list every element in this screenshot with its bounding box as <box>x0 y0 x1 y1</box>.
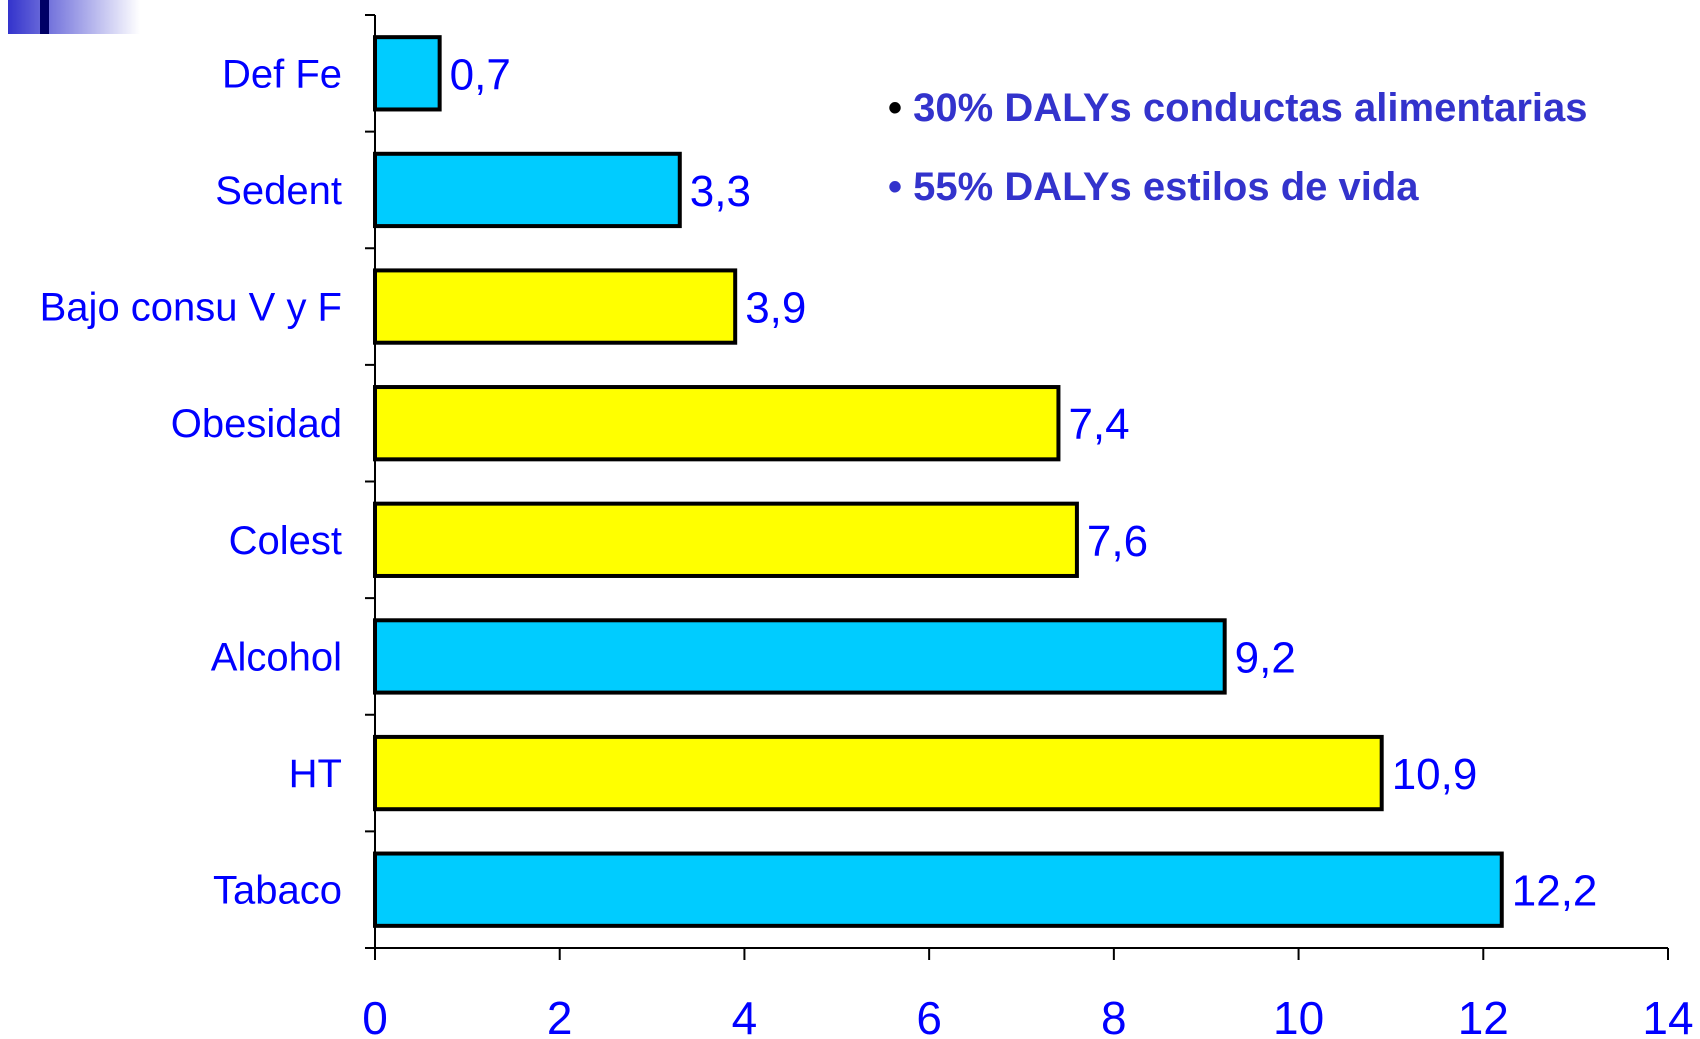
note-food-behaviour: • 30% DALYs conductas alimentarias <box>888 88 1588 128</box>
bar <box>373 501 1079 578</box>
value-label: 7,6 <box>1087 517 1148 566</box>
category-label: Colest <box>229 519 342 563</box>
value-label: 7,4 <box>1068 400 1129 449</box>
x-tick-label: 0 <box>362 992 388 1039</box>
bullet-icon: • <box>888 165 903 209</box>
category-label: HT <box>289 752 342 796</box>
value-label: 0,7 <box>450 50 511 99</box>
category-label: Def Fe <box>222 52 342 96</box>
slide-corner-decoration <box>8 0 140 34</box>
bar <box>373 734 1384 812</box>
value-label: 9,2 <box>1235 633 1296 682</box>
note-text: 55% DALYs estilos de vida <box>913 165 1419 209</box>
x-tick-label: 6 <box>916 992 942 1039</box>
x-tick-label: 4 <box>732 992 758 1039</box>
bar <box>373 618 1227 695</box>
x-tick-label: 12 <box>1458 992 1509 1039</box>
category-label: Sedent <box>215 169 342 213</box>
category-label: Tabaco <box>213 869 342 913</box>
bullet-icon: • <box>888 86 903 130</box>
note-lifestyle: • 55% DALYs estilos de vida <box>888 167 1419 207</box>
value-label: 12,2 <box>1512 867 1598 916</box>
x-tick-label: 14 <box>1642 992 1693 1039</box>
bar <box>373 268 738 345</box>
bar <box>373 385 1061 462</box>
note-text: 30% DALYs conductas alimentarias <box>913 86 1588 130</box>
bar <box>373 151 682 229</box>
value-label: 10,9 <box>1392 750 1478 799</box>
x-tick-label: 8 <box>1101 992 1127 1039</box>
value-label: 3,9 <box>745 284 806 333</box>
bar <box>373 851 1504 928</box>
x-tick-label: 10 <box>1273 992 1324 1039</box>
category-label: Bajo consu V y F <box>40 286 342 330</box>
bar <box>373 35 442 112</box>
category-label: Alcohol <box>211 635 342 679</box>
value-label: 3,3 <box>690 167 751 216</box>
x-tick-label: 2 <box>547 992 573 1039</box>
category-label: Obesidad <box>171 402 342 446</box>
